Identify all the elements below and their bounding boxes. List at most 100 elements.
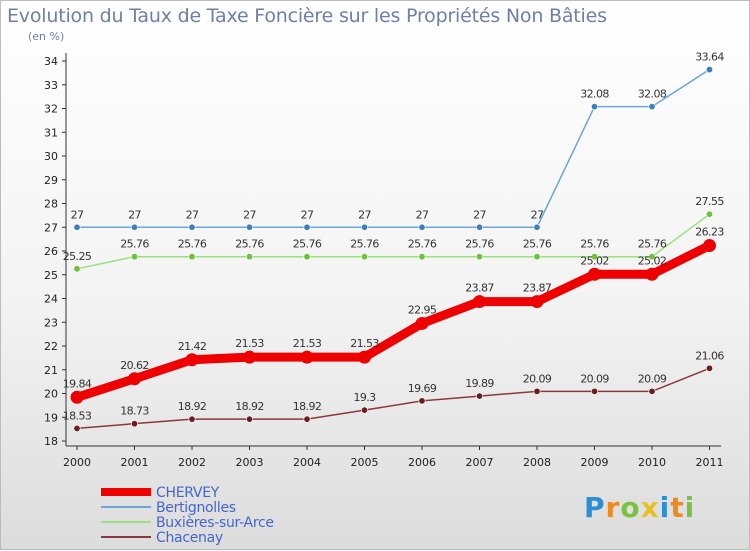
- data-label: 20.09: [580, 372, 609, 385]
- logo-letter: i: [684, 491, 696, 524]
- y-tick-label: 29: [44, 174, 58, 187]
- data-point: [358, 350, 371, 364]
- data-point: [475, 392, 483, 400]
- data-label: 25.76: [178, 238, 207, 251]
- x-tick-label: 2009: [581, 456, 609, 469]
- data-label: 25.02: [580, 254, 609, 267]
- data-point: [533, 223, 541, 231]
- y-tick-label: 18: [44, 435, 58, 448]
- data-point: [533, 387, 541, 395]
- y-tick-label: 22: [44, 340, 58, 353]
- data-label: 27.55: [695, 195, 724, 208]
- data-label: 25.76: [235, 238, 264, 251]
- data-label: 20.09: [638, 372, 667, 385]
- data-label: 27: [473, 208, 486, 221]
- data-label: 21.06: [695, 349, 724, 362]
- data-point: [73, 223, 81, 231]
- data-label: 26.23: [695, 226, 724, 239]
- data-point: [705, 210, 713, 218]
- data-point: [703, 239, 716, 253]
- legend-label: Chacenay: [156, 530, 223, 546]
- x-tick-label: 2001: [121, 456, 149, 469]
- data-label: 21.53: [350, 337, 379, 350]
- data-label: 23.87: [523, 282, 552, 295]
- data-label: 25.76: [523, 238, 552, 251]
- data-label: 25.25: [63, 250, 92, 263]
- series-chacenay: 18.53 18.73 18.92 18.92 18.92 19.3 19.69 19.89 2…: [63, 349, 725, 432]
- data-point: [533, 253, 541, 261]
- data-label: 25.76: [293, 238, 322, 251]
- y-tick-label: 33: [44, 79, 58, 92]
- data-label: 27: [186, 208, 199, 221]
- series-line: [76, 213, 711, 270]
- data-label: 19.84: [63, 377, 92, 390]
- data-point: [185, 353, 199, 367]
- y-tick-label: 30: [44, 150, 58, 163]
- y-tick-label: 20: [44, 388, 58, 401]
- data-point: [648, 253, 656, 261]
- data-point: [360, 223, 368, 231]
- data-point: [590, 103, 598, 111]
- data-point: [588, 267, 601, 281]
- y-tick-label: 25: [44, 269, 58, 282]
- data-point: [131, 223, 139, 231]
- legend-label: CHERVEY: [156, 485, 220, 501]
- logo-letter: o: [620, 491, 641, 524]
- data-point: [705, 364, 713, 372]
- x-tick-label: 2005: [351, 456, 379, 469]
- y-tick-label: 21: [44, 364, 58, 377]
- data-label: 32.08: [580, 88, 609, 101]
- y-tick-label: 24: [44, 293, 58, 306]
- data-point: [303, 223, 311, 231]
- x-tick-label: 2011: [696, 456, 724, 469]
- y-tick-label: 28: [44, 198, 58, 211]
- y-tick-label: 26: [44, 245, 58, 258]
- data-label: 18.92: [235, 400, 264, 413]
- data-label: 27: [416, 208, 429, 221]
- data-point: [303, 415, 311, 423]
- data-point: [475, 253, 483, 261]
- data-label: 19.69: [408, 382, 437, 395]
- logo-letter: r: [605, 491, 621, 524]
- x-tick-label: 2004: [293, 456, 321, 469]
- y-tick-label: 27: [44, 221, 58, 234]
- data-point: [73, 424, 81, 432]
- data-label: 21.42: [178, 340, 207, 353]
- data-label: 23.87: [465, 282, 494, 295]
- data-point: [418, 223, 426, 231]
- data-label: 32.08: [638, 88, 667, 101]
- data-label: 20.62: [120, 359, 149, 372]
- series-line: [76, 367, 711, 430]
- data-label: 19.89: [465, 377, 494, 390]
- data-point: [360, 406, 368, 414]
- data-point: [475, 223, 483, 231]
- data-point: [590, 253, 598, 261]
- logo-letter: P: [584, 491, 606, 524]
- data-point: [705, 66, 713, 74]
- x-tick-label: 2006: [408, 456, 436, 469]
- x-tick-label: 2010: [638, 456, 666, 469]
- data-point: [590, 387, 598, 395]
- data-label: 25.76: [580, 238, 609, 251]
- legend-label: Bertignolles: [156, 500, 236, 516]
- data-point: [188, 223, 196, 231]
- data-point: [418, 397, 426, 405]
- data-label: 33.64: [695, 51, 724, 64]
- data-label: 21.53: [293, 337, 322, 350]
- data-point: [188, 253, 196, 261]
- data-point: [246, 415, 254, 423]
- data-point: [418, 253, 426, 261]
- chart-title: Evolution du Taux de Taxe Foncière sur l…: [7, 5, 607, 27]
- y-tick-label: 19: [44, 411, 58, 424]
- y-axis-unit-label: (en %): [28, 30, 65, 43]
- logo-letter: t: [670, 491, 685, 524]
- data-point: [648, 387, 656, 395]
- data-label: 18.73: [120, 405, 149, 418]
- y-tick-label: 34: [44, 55, 58, 68]
- data-label: 25.76: [408, 238, 437, 251]
- data-point: [246, 223, 254, 231]
- data-point: [188, 415, 196, 423]
- y-tick-label: 32: [44, 103, 58, 116]
- logo-letter: x: [640, 491, 660, 524]
